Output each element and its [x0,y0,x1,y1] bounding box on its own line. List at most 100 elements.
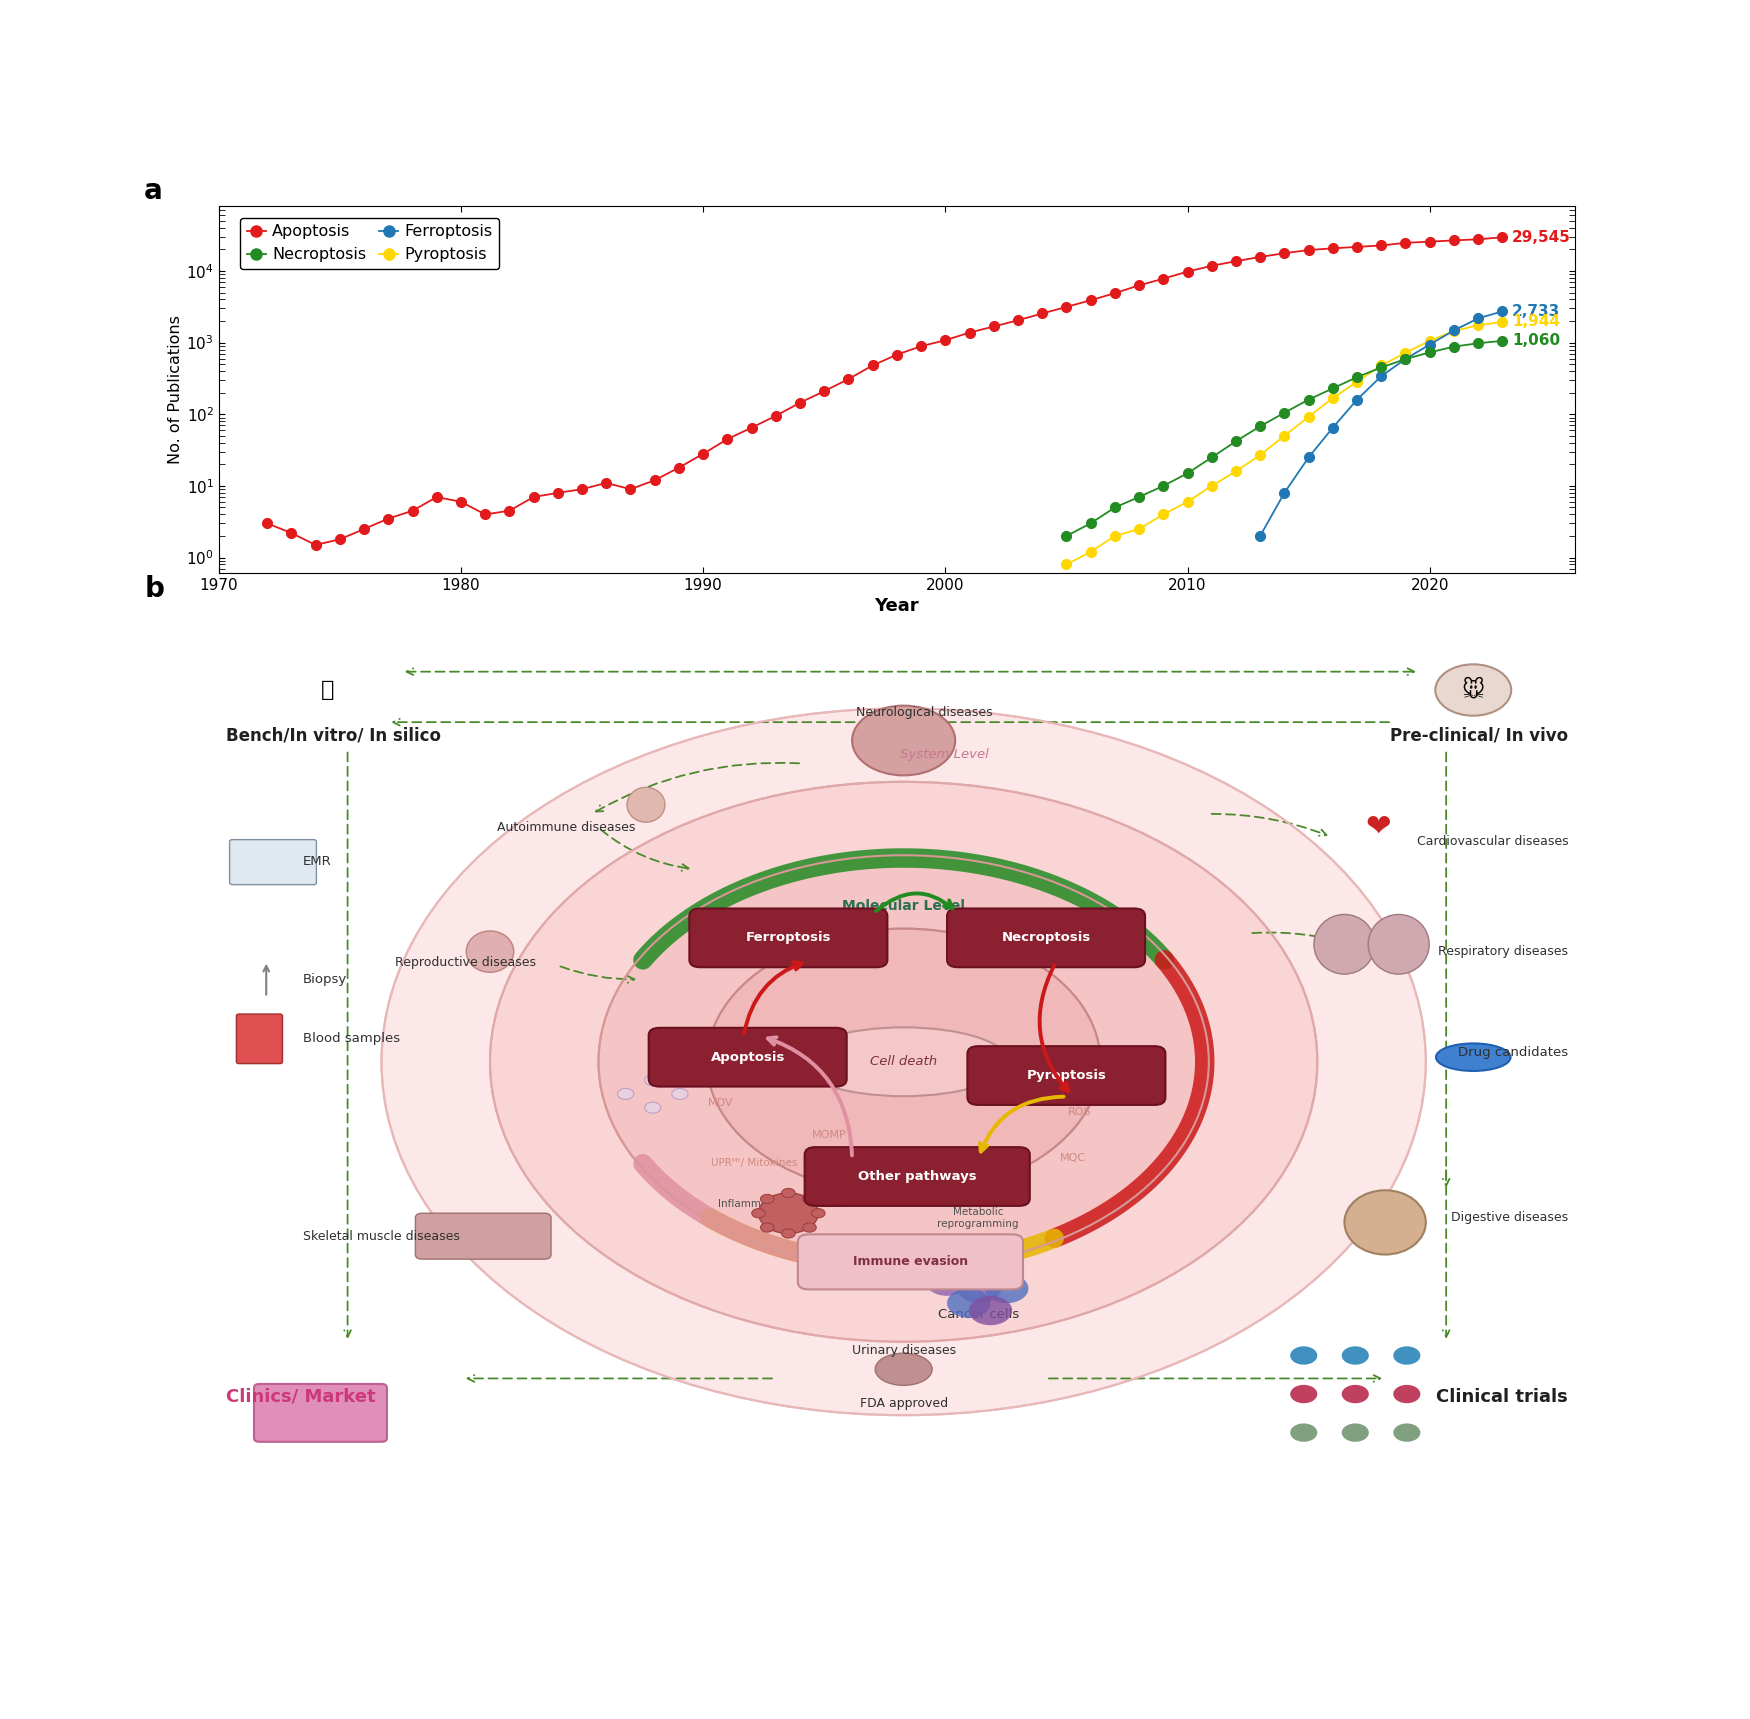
Text: Other pathways: Other pathways [858,1171,977,1183]
Pyroptosis [1055,554,1076,574]
Circle shape [1393,1346,1421,1365]
Text: Urinary diseases: Urinary diseases [852,1344,956,1358]
Text: Clinics/ Market: Clinics/ Market [226,1387,374,1406]
Ferroptosis [1250,526,1270,547]
Ferroptosis [1395,349,1416,370]
Text: Immune evasion: Immune evasion [852,1255,968,1269]
Text: b: b [144,576,164,603]
FancyBboxPatch shape [236,1014,282,1064]
Apoptosis [304,535,326,555]
Necroptosis [1468,333,1489,354]
Ferroptosis [1323,418,1344,438]
Necroptosis [1370,358,1391,378]
Text: Pyroptosis: Pyroptosis [1027,1069,1106,1081]
Ferroptosis [1346,388,1367,409]
Circle shape [490,782,1318,1343]
Circle shape [707,928,1101,1195]
Circle shape [985,1274,1029,1303]
Text: FDA approved: FDA approved [859,1398,949,1410]
Necroptosis [1129,486,1150,507]
Ferroptosis [1419,333,1440,354]
Necroptosis [1419,342,1440,363]
Text: Ferroptosis: Ferroptosis [746,932,831,944]
Pyroptosis [1250,445,1270,466]
Text: ROS: ROS [1068,1107,1092,1117]
Pyroptosis [1080,541,1101,562]
Text: Reproductive diseases: Reproductive diseases [396,956,536,970]
Pyroptosis [1370,356,1391,376]
Text: Neurological diseases: Neurological diseases [856,707,992,720]
Circle shape [970,1296,1012,1325]
Circle shape [947,1289,990,1318]
Text: Autoimmune diseases: Autoimmune diseases [497,822,635,834]
Text: Skeletal muscle diseases: Skeletal muscle diseases [303,1229,460,1243]
Circle shape [1393,1423,1421,1442]
Ferroptosis [1370,366,1391,387]
Ferroptosis [1298,447,1320,468]
Ferroptosis [1274,483,1295,504]
Necroptosis [1395,349,1416,370]
Circle shape [1342,1423,1368,1442]
FancyBboxPatch shape [690,908,887,968]
Apoptosis [1419,232,1440,253]
Pyroptosis [1323,388,1344,409]
Pyroptosis [1129,519,1150,540]
FancyBboxPatch shape [254,1384,387,1442]
Pyroptosis [1491,311,1512,332]
Circle shape [758,1193,819,1234]
Circle shape [761,1195,774,1203]
Pyroptosis [1274,426,1295,447]
Text: Cardiovascular diseases: Cardiovascular diseases [1416,835,1568,847]
Necroptosis [1080,512,1101,533]
Necroptosis [1178,462,1199,483]
Text: a: a [144,177,163,205]
Necroptosis [1104,497,1125,517]
Circle shape [782,1188,794,1198]
Text: Clinical trials: Clinical trials [1437,1387,1568,1406]
Pyroptosis [1468,315,1489,335]
Ellipse shape [1314,915,1376,975]
Text: Respiratory diseases: Respiratory diseases [1438,945,1568,957]
Line: Ferroptosis: Ferroptosis [1255,306,1507,541]
X-axis label: Year: Year [875,598,919,615]
Apoptosis [1491,227,1512,248]
Circle shape [382,708,1426,1415]
Text: Necroptosis: Necroptosis [1001,932,1090,944]
Text: MOMP: MOMP [812,1129,847,1140]
Necroptosis [1491,330,1512,351]
Text: Biopsy: Biopsy [303,973,347,985]
FancyBboxPatch shape [805,1147,1029,1207]
Circle shape [803,1222,816,1233]
Circle shape [665,1074,681,1086]
Necroptosis [1298,388,1320,409]
Necroptosis [1250,416,1270,437]
Text: MDV: MDV [707,1098,733,1109]
FancyBboxPatch shape [649,1028,847,1086]
Pyroptosis [1419,330,1440,351]
Pyroptosis [1178,492,1199,512]
Text: Apoptosis: Apoptosis [710,1050,784,1064]
Pyroptosis [1298,407,1320,428]
Text: ❤: ❤ [1365,813,1391,842]
Text: 29,545: 29,545 [1512,230,1572,244]
Circle shape [761,1222,774,1233]
Ferroptosis [1468,308,1489,328]
Legend: Apoptosis, Necroptosis, Ferroptosis, Pyroptosis: Apoptosis, Necroptosis, Ferroptosis, Pyr… [240,218,499,268]
Ellipse shape [466,932,514,973]
Text: Pre-clinical/ In vivo: Pre-clinical/ In vivo [1390,727,1568,744]
Text: 🐭: 🐭 [1461,679,1486,701]
Ellipse shape [1437,1043,1510,1071]
Text: MQC: MQC [1060,1153,1087,1164]
Text: 1,060: 1,060 [1512,333,1561,349]
Circle shape [752,1208,765,1217]
Text: 2,733: 2,733 [1512,304,1561,318]
Apoptosis [718,428,738,449]
Circle shape [957,1274,1001,1303]
Pyroptosis [1395,342,1416,363]
Necroptosis [1346,366,1367,387]
Circle shape [1435,664,1512,715]
Text: Bench/In vitro/ In silico: Bench/In vitro/ In silico [226,727,441,744]
Circle shape [1393,1386,1421,1403]
Ellipse shape [798,1028,1008,1097]
Circle shape [1290,1423,1318,1442]
